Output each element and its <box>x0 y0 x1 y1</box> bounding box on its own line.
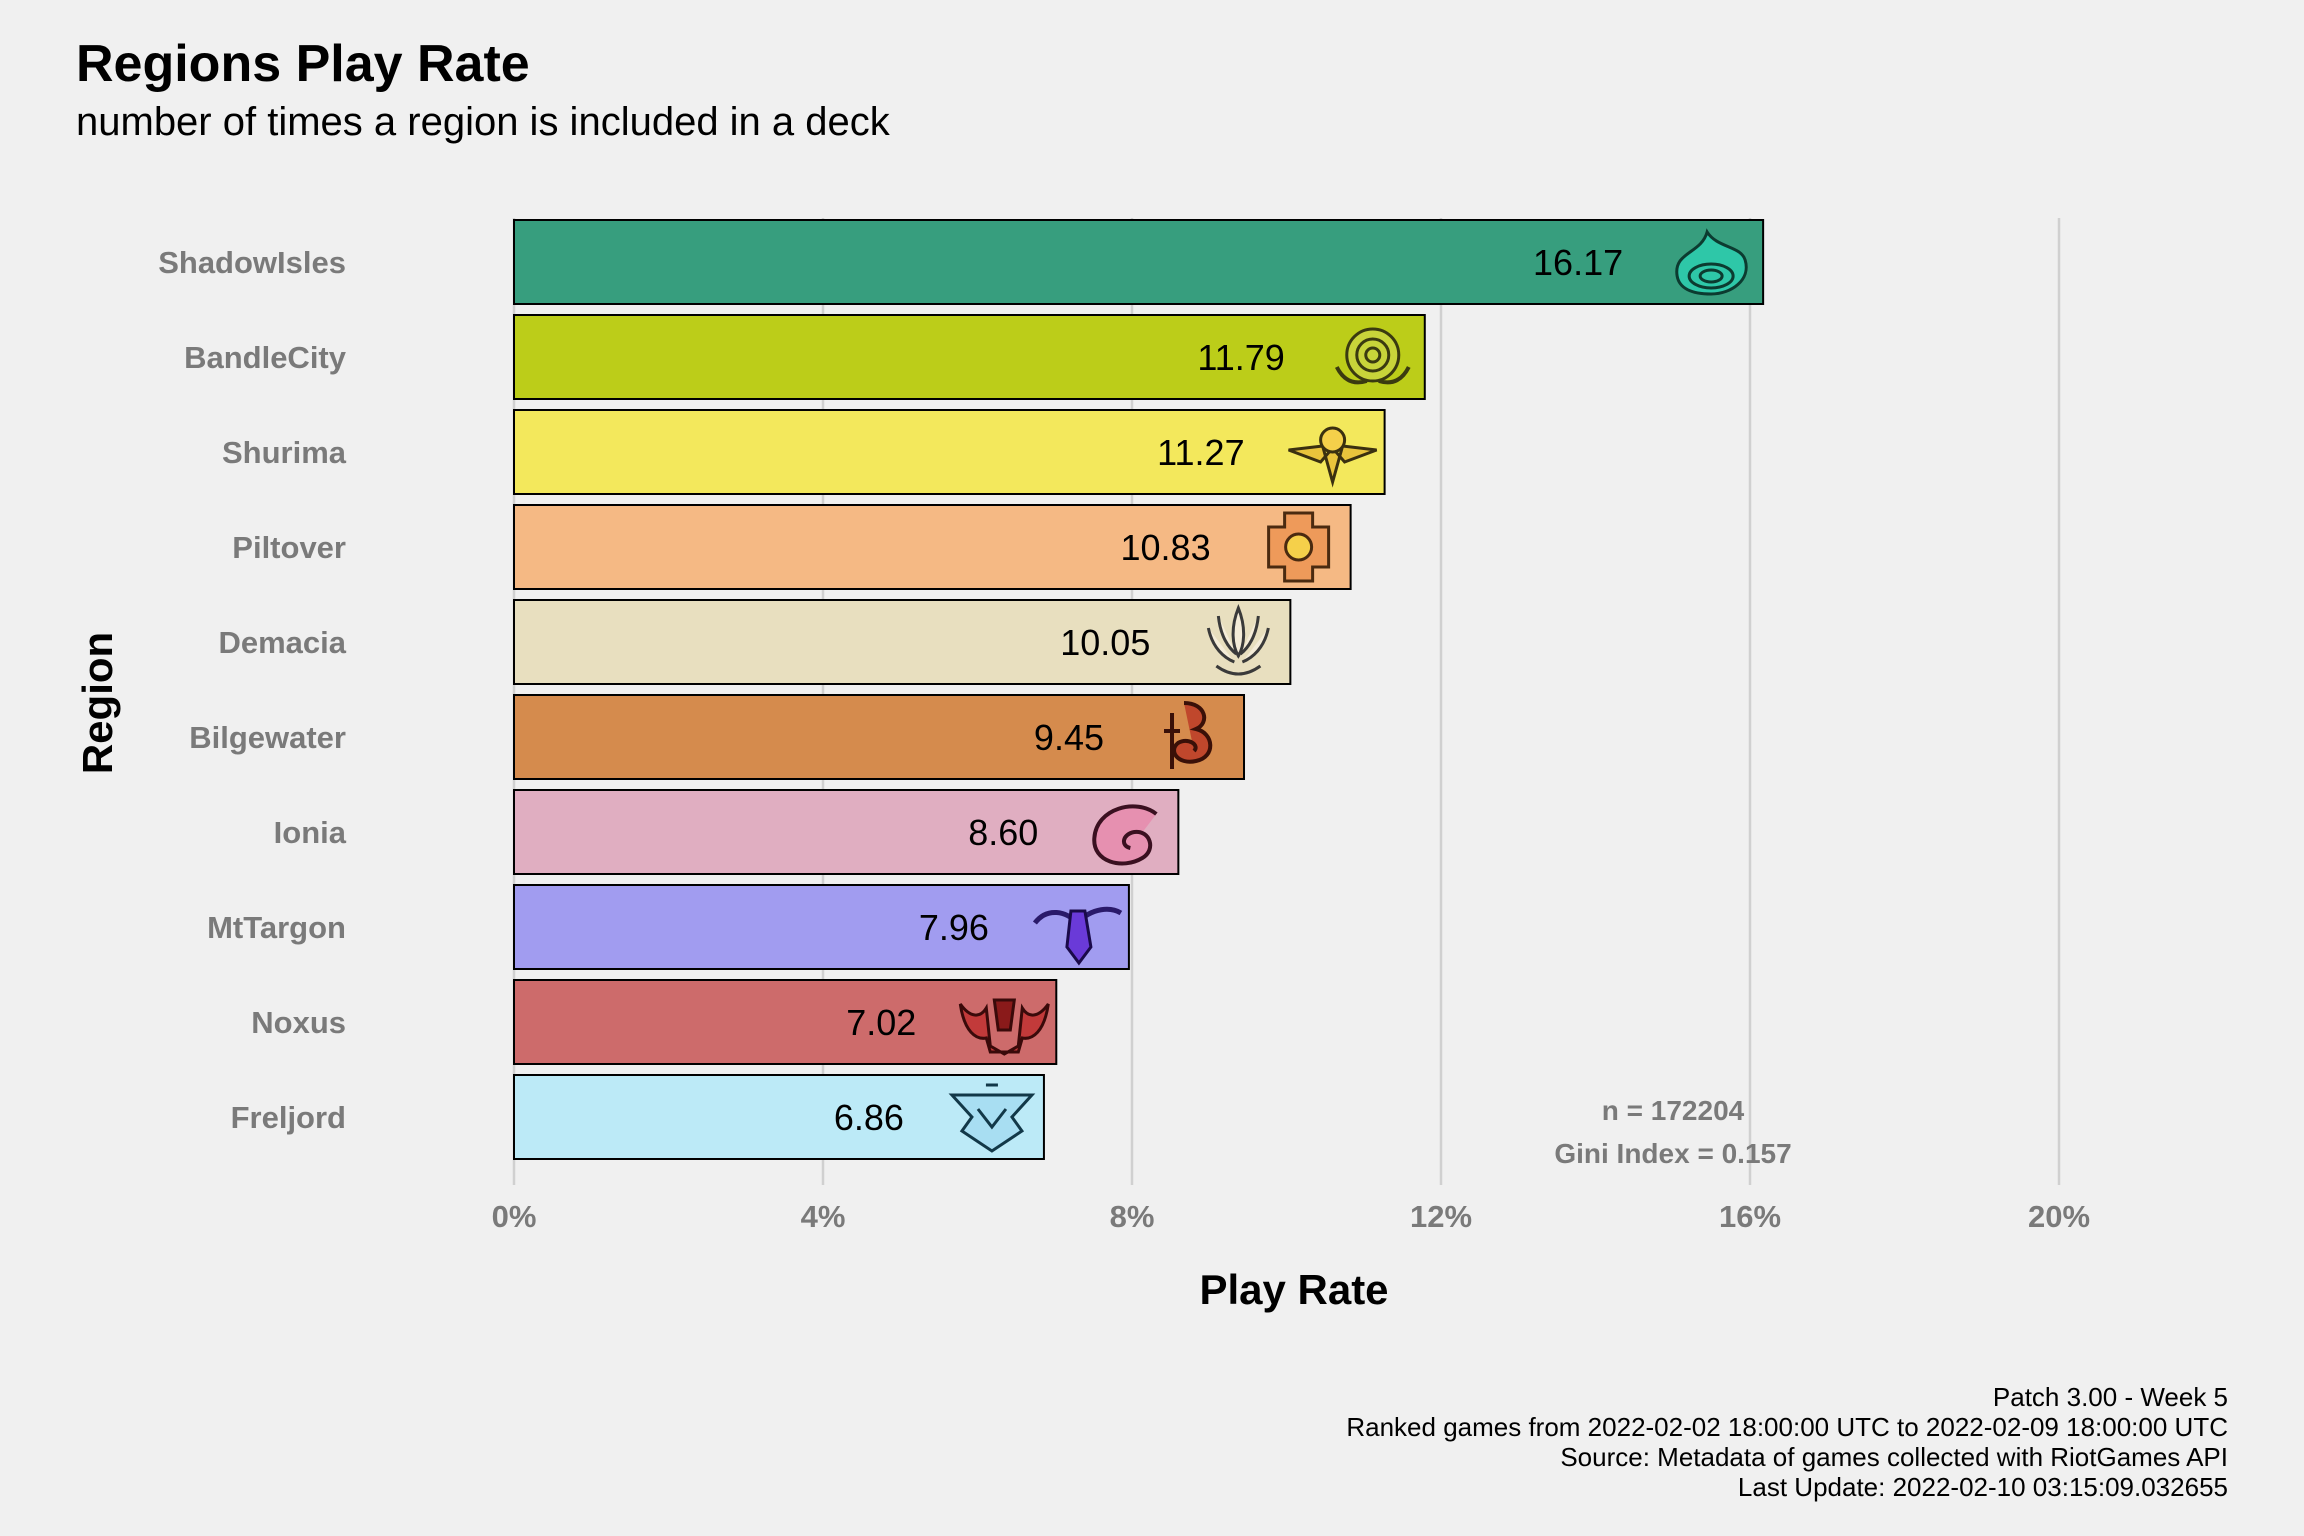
chart-subtitle: number of times a region is included in … <box>76 100 890 144</box>
y-tick-label: Noxus <box>251 1005 346 1040</box>
gini-index-note: Gini Index = 0.157 <box>1554 1138 1791 1169</box>
y-tick-label: ShadowIsles <box>158 245 346 280</box>
bars: 16.17 11.79 11.27 10.83 10.05 9.45 8.60 7.96 7.0… <box>513 219 1765 1160</box>
bar-value-label: 10.83 <box>1121 527 1211 568</box>
x-tick-label: 8% <box>1110 1199 1155 1234</box>
bar-value-label: 11.27 <box>1157 432 1244 473</box>
bar-value-label: 7.02 <box>846 1002 916 1043</box>
bar <box>513 219 1765 305</box>
y-axis-ticks: ShadowIsles BandleCity Shurima Piltover Dema… <box>158 245 347 1135</box>
sample-size-note: n = 172204 <box>1602 1095 1745 1126</box>
y-axis-title: Region <box>74 632 121 774</box>
bar <box>513 1074 1045 1160</box>
shurima-icon <box>1288 426 1378 488</box>
y-tick-label: Freljord <box>231 1100 346 1135</box>
x-tick-label: 20% <box>2028 1199 2090 1234</box>
x-tick-label: 12% <box>1410 1199 1472 1234</box>
bar-value-label: 11.79 <box>1197 337 1284 378</box>
demacia-icon <box>1206 603 1270 676</box>
caption-source: Source: Metadata of games collected with… <box>1560 1442 2228 1472</box>
caption-date-range: Ranked games from 2022-02-02 18:00:00 UT… <box>1346 1412 2228 1442</box>
x-tick-label: 0% <box>492 1199 537 1234</box>
bar-value-label: 16.17 <box>1533 242 1623 283</box>
freljord-icon <box>948 1083 1036 1153</box>
ionia-icon <box>1092 804 1158 866</box>
bar-value-label: 9.45 <box>1034 717 1104 758</box>
x-tick-label: 4% <box>801 1199 846 1234</box>
mttargon-icon <box>1032 906 1123 966</box>
caption-patch: Patch 3.00 - Week 5 <box>1992 1382 2228 1412</box>
bar-value-label: 7.96 <box>919 907 989 948</box>
chart-title: Regions Play Rate <box>76 35 530 93</box>
bar <box>513 694 1246 780</box>
bar <box>513 599 1292 685</box>
bar <box>513 884 1130 970</box>
piltover-icon <box>1267 511 1331 583</box>
shadowisles-icon <box>1675 228 1748 296</box>
noxus-icon <box>958 998 1050 1056</box>
x-axis-ticks: 0% 4% 8% 12% 16% 20% <box>492 1199 2090 1234</box>
bar <box>513 504 1352 590</box>
bar <box>513 789 1180 875</box>
bandlecity-icon <box>1334 327 1411 385</box>
caption-last-update: Last Update: 2022-02-10 03:15:09.032655 <box>1737 1472 2228 1502</box>
bar <box>513 409 1386 495</box>
bar-value-label: 6.86 <box>834 1097 904 1138</box>
caption: Patch 3.00 - Week 5 Ranked games from 20… <box>1346 1382 2228 1502</box>
y-tick-label: Bilgewater <box>189 720 346 755</box>
y-tick-label: BandleCity <box>184 340 347 375</box>
x-axis-title: Play Rate <box>1199 1266 1388 1313</box>
y-tick-label: Demacia <box>218 625 346 660</box>
bar <box>513 314 1426 400</box>
bar-value-label: 10.05 <box>1060 622 1150 663</box>
y-tick-label: MtTargon <box>207 910 346 945</box>
y-tick-label: Shurima <box>222 435 347 470</box>
y-tick-label: Piltover <box>232 530 346 565</box>
y-tick-label: Ionia <box>274 815 347 850</box>
bilgewater-icon <box>1164 701 1213 769</box>
bar-value-label: 8.60 <box>968 812 1038 853</box>
x-tick-label: 16% <box>1719 1199 1781 1234</box>
